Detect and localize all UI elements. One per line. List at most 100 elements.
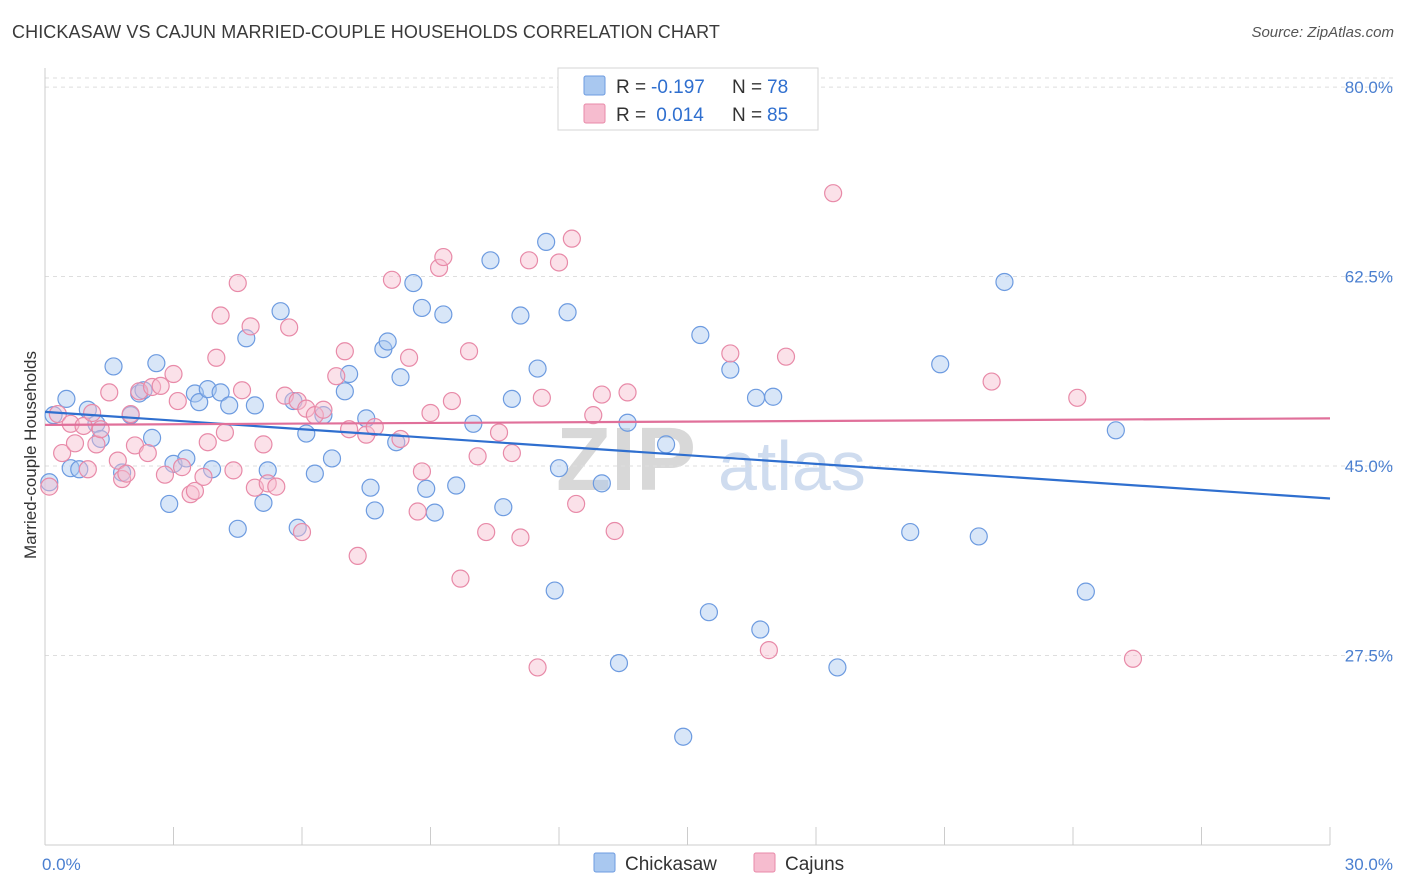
data-point [365,501,384,520]
data-point [481,251,500,270]
data-point [327,367,346,386]
data-point [224,461,243,480]
data-point [241,317,260,336]
bottom-legend-label-chickasaw: Chickasaw [625,854,717,875]
legend-n-label-chickasaw: N = [732,77,762,98]
data-point [537,232,556,252]
data-point [305,464,324,483]
data-point [417,479,436,498]
data-point [378,332,397,351]
data-point [1068,388,1087,407]
data-point [100,383,119,402]
data-point [828,658,847,677]
trend-line-chickasaw [44,410,1331,500]
data-point [228,519,247,538]
data-point [194,467,213,486]
data-point [1123,649,1143,668]
data-point [532,388,551,407]
data-point [995,272,1014,292]
data-point [147,354,166,373]
data-point [545,581,564,600]
data-point [451,569,470,588]
legend-n-label-cajuns: N = [732,105,762,126]
data-point [399,348,419,367]
bottom-legend-swatch-cajuns [753,852,776,873]
data-point [254,435,273,454]
x-tick-label: 0.0% [42,855,81,874]
data-point [361,478,380,497]
trend-lines [44,410,1331,500]
series-chickasaw-points [40,232,1125,746]
data-point [421,403,440,423]
y-tick-label: 62.5% [1345,268,1393,287]
data-point [969,527,988,546]
data-point [511,306,530,325]
data-point [584,406,603,425]
data-point [74,416,93,436]
data-point [776,347,796,366]
data-point [164,364,183,384]
data-point [391,368,410,387]
data-point [751,620,770,639]
data-point [618,383,637,402]
data-point [155,465,175,484]
tick-labels: 80.0% 62.5% 45.0% 27.5% 0.0% 30.0% [42,78,1393,874]
legend-n-value-chickasaw: 78 [767,77,788,98]
y-tick-label: 80.0% [1345,78,1393,97]
data-point [408,502,427,521]
data-point [160,494,179,514]
data-point [412,462,432,481]
data-point [528,359,547,378]
data-point [335,342,354,361]
data-point [40,477,59,496]
data-point [57,389,76,409]
data-point [656,435,676,454]
bottom-legend-swatch-chickasaw [593,852,616,873]
data-point [691,325,710,345]
data-point [314,400,333,419]
data-point [759,641,778,660]
data-point [824,184,843,203]
data-point [297,424,316,443]
data-point [528,658,547,677]
data-point [502,389,521,409]
data-point [592,385,611,404]
data-point [108,451,127,470]
data-point [434,247,453,267]
data-point [91,420,110,439]
data-point [117,464,136,483]
data-point [447,476,466,495]
data-point [721,344,740,363]
data-point [138,443,157,463]
data-point [391,429,410,449]
data-point [83,403,102,423]
data-point [721,360,740,379]
watermark-zip: ZIP [556,410,696,510]
data-point [220,396,239,415]
data-point [207,348,226,367]
data-point [434,305,453,324]
data-point [211,306,230,325]
data-point [172,458,192,477]
data-point [258,461,277,480]
data-point [335,382,354,401]
data-point [168,391,187,411]
data-point [1076,582,1095,601]
legend-top: R = -0.197 N = 78 R = 0.014 N = 85 [557,67,819,131]
trend-line-cajuns [44,417,1331,426]
legend-r-label-cajuns: R = [616,105,646,126]
data-point [245,396,264,415]
data-point [609,653,629,673]
legend-bottom: Chickasaw Cajuns [593,852,844,875]
data-point [931,355,950,374]
chart-title: CHICKASAW VS CAJUN MARRIED-COUPLE HOUSEH… [12,22,720,42]
data-point [104,357,123,376]
data-point [177,449,196,468]
data-point [271,302,290,321]
data-point [142,428,162,447]
data-point [151,376,170,396]
data-point [459,342,479,361]
data-point [280,318,299,337]
data-point [53,443,72,463]
